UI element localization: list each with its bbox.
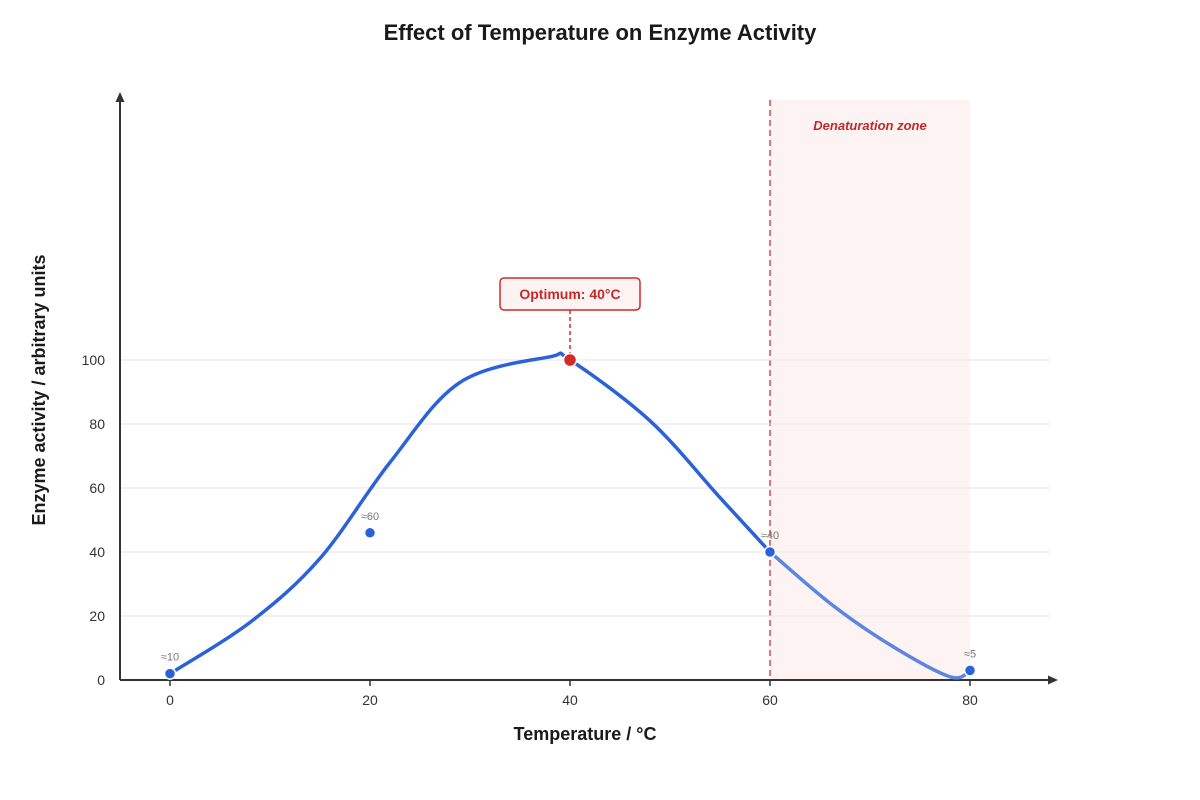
x-tick-label: 0 [166,692,174,708]
data-point [363,526,377,540]
x-tick-label: 40 [562,692,578,708]
data-point-label: ≈40 [761,530,779,542]
data-point-label: ≈10 [161,652,179,664]
y-tick-label: 40 [89,544,105,560]
data-point [963,664,977,677]
axis-layer: 0 20 40 60 80 100 0 20 40 60 80 [82,92,1058,708]
points-layer: ≈10 ≈60 ≈40 ≈5 [161,511,977,680]
y-axis-arrow-icon [115,92,125,102]
series-layer [168,351,972,680]
optimum-callout-label: Optimum: 40°C [519,286,620,302]
x-tick-label: 20 [362,692,378,708]
x-axis-arrow-icon [1048,675,1058,685]
annotation-layer: Optimum: 40°C [499,277,641,368]
activity-curve [168,351,772,676]
y-tick-label: 20 [89,608,105,624]
optimum-callout-box [499,277,641,311]
x-axis-title: Temperature / °C [514,724,657,744]
y-axis-title: Enzyme activity / arbitrary units [29,254,49,525]
denaturation-zone-layer: Denaturation zone [769,100,970,680]
activity-curve-denatured [768,550,972,680]
x-tick-label: 60 [762,692,778,708]
data-point [763,545,777,559]
grid-layer [120,359,1050,617]
x-tick-label: 80 [962,692,978,708]
denaturation-zone-band [770,100,970,680]
optimum-point [562,352,578,368]
y-tick-label: 0 [97,672,105,688]
y-tick-label: 80 [89,416,105,432]
denaturation-zone-label: Denaturation zone [813,118,926,133]
data-point-label: ≈60 [361,511,379,523]
y-tick-label: 60 [89,480,105,496]
data-point [163,667,177,680]
chart-title: Effect of Temperature on Enzyme Activity [384,20,818,45]
y-tick-label: 100 [82,352,106,368]
data-point-label: ≈5 [964,648,976,660]
